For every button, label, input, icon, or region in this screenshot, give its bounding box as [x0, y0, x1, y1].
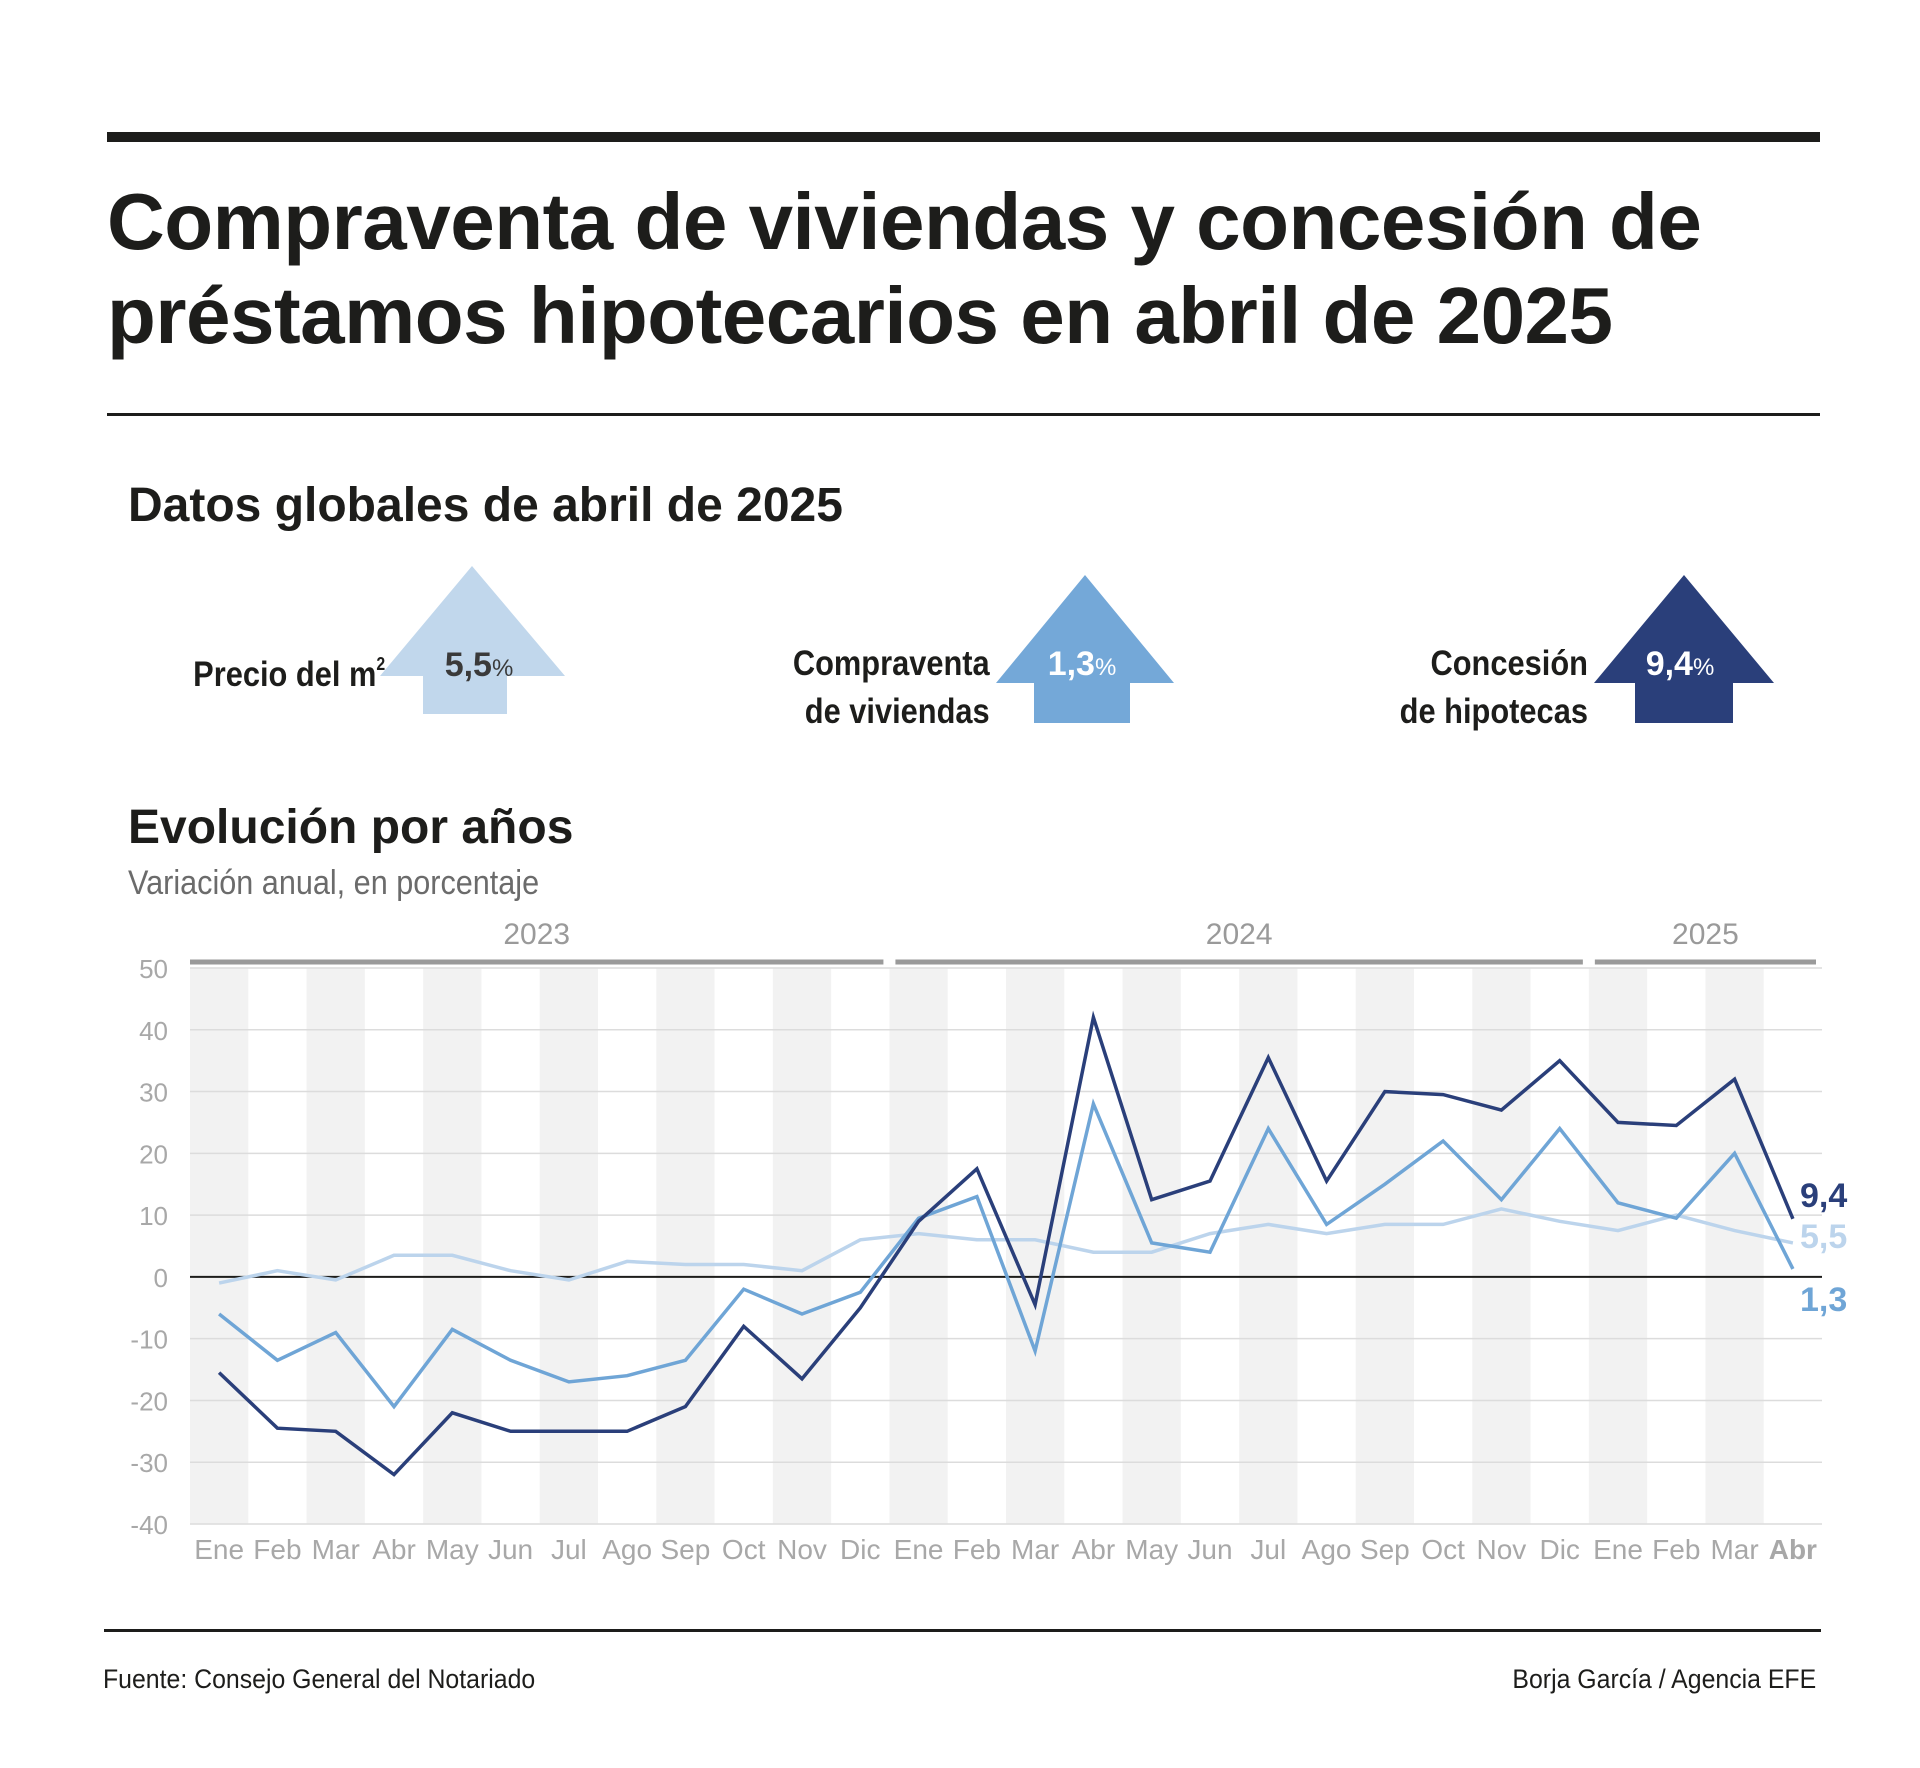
- x-tick-label: Ene: [1593, 1534, 1643, 1565]
- x-tick-label: Ago: [602, 1534, 652, 1565]
- x-tick-label: Jul: [551, 1534, 587, 1565]
- x-tick-label: Dic: [1539, 1534, 1579, 1565]
- x-tick-label: Ago: [1302, 1534, 1352, 1565]
- column-band: [1239, 968, 1298, 1524]
- column-band: [306, 968, 365, 1524]
- y-tick-label: -30: [130, 1448, 168, 1478]
- year-group-label: 2024: [1206, 918, 1273, 951]
- top-thick-rule: [107, 132, 1820, 142]
- kpi-price-unit: %: [492, 655, 513, 682]
- kpi-mortgage-unit: %: [1693, 654, 1714, 681]
- column-band: [772, 968, 832, 1524]
- x-tick-label: Mar: [312, 1534, 360, 1565]
- y-tick-label: -20: [130, 1386, 168, 1416]
- column-band: [1472, 968, 1531, 1524]
- x-tick-label: Jul: [1250, 1534, 1286, 1565]
- kpi-price-label: Precio del m2: [193, 654, 385, 694]
- evolution-heading: Evolución por años: [128, 801, 574, 854]
- x-tick-label: Dic: [840, 1534, 880, 1565]
- series-end-label: 1,3: [1800, 1281, 1847, 1319]
- column-band: [889, 968, 948, 1524]
- line-chart: 50 40 30 20 10 0 -10 -20 -30 -40 2023 2024 2025 Ene Fe…: [130, 918, 1847, 1565]
- column-band: [1006, 968, 1065, 1524]
- x-tick-label: Feb: [253, 1534, 301, 1565]
- x-tick-label: Mar: [1710, 1534, 1758, 1565]
- y-tick-label: 20: [139, 1139, 168, 1169]
- series-line: [218, 1098, 1795, 1410]
- x-tick-label: Sep: [1360, 1534, 1410, 1565]
- x-tick-label: Oct: [722, 1534, 766, 1565]
- source-note: Fuente: Consejo General del Notariado: [103, 1664, 536, 1694]
- kpi-sales-arrow: 1,3%: [996, 575, 1174, 723]
- y-tick-label: 0: [154, 1263, 168, 1293]
- kpi-sales-unit: %: [1095, 654, 1116, 681]
- y-tick-label: 10: [139, 1201, 168, 1231]
- footer-rule: [104, 1629, 1821, 1632]
- x-tick-label: Feb: [1652, 1534, 1700, 1565]
- x-tick-label: Nov: [1477, 1534, 1527, 1565]
- year-group-label: 2023: [503, 918, 570, 951]
- kpi-price-arrow: 5,5%: [380, 566, 565, 714]
- x-tick-label: Ene: [194, 1534, 244, 1565]
- svg-text:9,4%: 9,4%: [1646, 645, 1715, 683]
- kpi-mortgage-value: 9,4: [1646, 645, 1693, 683]
- global-data-heading: Datos globales de abril de 2025: [128, 479, 843, 532]
- x-tick-label: May: [426, 1534, 479, 1565]
- credit-note: Borja García / Agencia EFE: [1512, 1664, 1816, 1694]
- kpi-price-value: 5,5: [445, 646, 492, 684]
- year-group-label: 2025: [1672, 918, 1739, 951]
- x-tick-label: Abr: [1072, 1534, 1116, 1565]
- kpi-sales-label: Compraventa de viviendas: [793, 644, 990, 731]
- kpi-mortgage-label: Concesión de hipotecas: [1399, 644, 1588, 731]
- column-band: [539, 968, 598, 1524]
- title-line-2: préstamos hipotecarios en abril de 2025: [107, 271, 1613, 360]
- y-tick-label: -40: [130, 1510, 168, 1540]
- series-end-label: 5,5: [1800, 1218, 1847, 1256]
- evolution-subheading: Variación anual, en porcentaje: [128, 864, 540, 902]
- title-divider: [107, 413, 1820, 416]
- column-band: [656, 968, 715, 1524]
- x-tick-label: Ene: [894, 1534, 944, 1565]
- x-tick-label: Abr: [372, 1534, 416, 1565]
- x-tick-label: Feb: [953, 1534, 1001, 1565]
- series-end-label: 9,4: [1800, 1177, 1847, 1215]
- svg-text:5,5%: 5,5%: [445, 646, 514, 684]
- column-band: [190, 968, 249, 1524]
- column-band: [423, 968, 482, 1524]
- x-tick-label: Oct: [1421, 1534, 1465, 1565]
- y-tick-label: -10: [130, 1325, 168, 1355]
- x-tick-label: May: [1125, 1534, 1178, 1565]
- series-line: [217, 1010, 1795, 1477]
- x-tick-label: Jun: [488, 1534, 533, 1565]
- y-tick-label: 50: [139, 954, 168, 984]
- svg-text:1,3%: 1,3%: [1048, 645, 1117, 683]
- x-tick-label: Sep: [661, 1534, 711, 1565]
- kpi-sales-value: 1,3: [1048, 645, 1095, 683]
- column-band: [1355, 968, 1414, 1524]
- x-tick-label: Jun: [1187, 1534, 1232, 1565]
- column-band: [1705, 968, 1764, 1524]
- kpi-mortgage-arrow: 9,4%: [1594, 575, 1774, 723]
- column-band: [1588, 968, 1648, 1524]
- y-tick-label: 40: [139, 1016, 168, 1046]
- x-tick-label: Mar: [1011, 1534, 1059, 1565]
- x-tick-label: Abr: [1769, 1534, 1817, 1565]
- x-tick-label: Nov: [777, 1534, 827, 1565]
- title-line-1: Compraventa de viviendas y concesión de: [107, 177, 1702, 266]
- y-tick-label: 30: [139, 1078, 168, 1108]
- page-title: Compraventa de viviendas y concesión de …: [107, 175, 1827, 363]
